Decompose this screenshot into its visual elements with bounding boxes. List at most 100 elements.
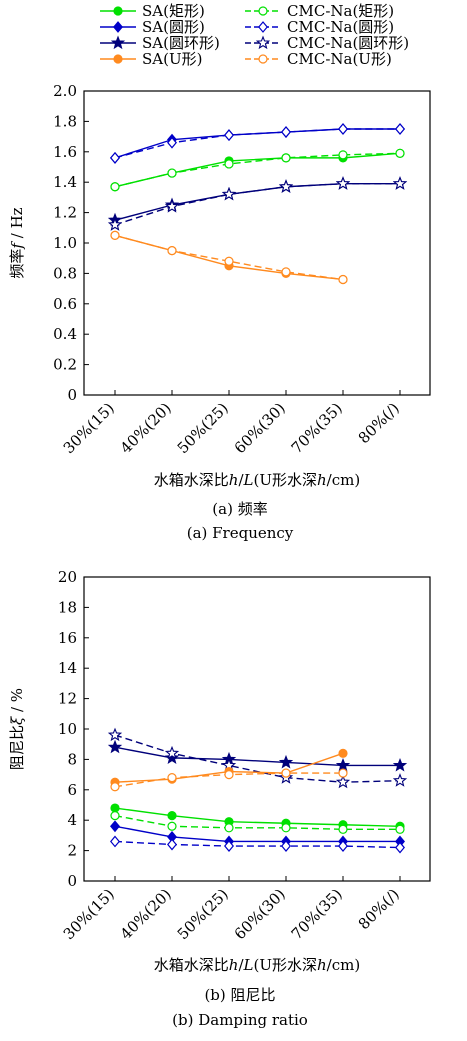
data-point [225,130,233,140]
data-point [168,840,176,850]
data-point [337,776,348,787]
legend-marker [259,55,267,63]
data-point [282,154,290,162]
data-point [396,843,404,853]
data-point [168,812,176,820]
series-line [115,153,400,186]
x-tick-label: 30%(15) [60,399,118,457]
data-point [282,824,290,832]
data-point [394,775,405,786]
legend-marker [114,22,122,32]
data-point [337,178,348,189]
data-point [225,824,233,832]
series-4 [109,741,405,770]
y-tick-label: 0.8 [53,264,77,282]
y-axis-label: 频率f / Hz [8,207,26,278]
series-line [115,841,400,847]
data-point [225,771,233,779]
series-line [115,735,400,782]
x-axis-label: 水箱水深比h/L(U形水深h/cm) [154,956,360,974]
caption-en: (a) Frequency [187,524,294,542]
legend-marker [114,55,122,63]
data-point [339,275,347,283]
series-line [115,747,400,765]
x-tick-label: 80%(/) [355,399,403,447]
data-point [168,822,176,830]
data-point [394,759,405,770]
data-point [282,769,290,777]
data-point [223,188,234,199]
data-point [168,247,176,255]
series-line [115,153,400,186]
legend-item: SA(U形) [100,50,202,68]
y-tick-label: 0.6 [53,295,77,313]
y-tick-label: 12 [58,690,77,708]
y-tick-label: 0.4 [53,325,77,343]
series-line [115,184,400,220]
caption-zh: (b) 阻尼比 [204,986,275,1004]
data-point [168,169,176,177]
legend-marker [114,7,122,15]
y-tick-label: 6 [67,781,77,799]
data-point [168,774,176,782]
series-line [115,184,400,225]
data-point [111,821,119,831]
series-line [115,808,400,826]
series-0 [111,149,404,190]
data-point [111,183,119,191]
caption-zh: (a) 频率 [212,500,267,518]
y-tick-label: 2 [67,842,77,860]
y-tick-label: 1.2 [53,204,77,222]
data-point [396,149,404,157]
y-tick-label: 14 [58,659,77,677]
data-point [225,160,233,168]
x-tick-label: 50%(25) [174,885,232,943]
legend-item: CMC-Na(U形) [245,50,392,68]
data-point [111,783,119,791]
x-axis-label: 水箱水深比h/L(U形水深h/cm) [154,471,360,489]
data-point [111,836,119,846]
data-point [111,231,119,239]
data-point [111,153,119,163]
data-point [339,769,347,777]
legend-marker [257,37,268,48]
x-tick-label: 40%(20) [117,399,175,457]
plot-frame [84,91,430,395]
y-tick-label: 1.0 [53,234,77,252]
data-point [111,812,119,820]
data-point [109,729,120,740]
x-tick-label: 80%(/) [355,885,403,933]
data-point [280,181,291,192]
legend: SA(矩形) CMC-Na(矩形) SA(圆形) CMC-Na(圆形) SA(圆环形) C… [100,2,409,68]
data-point [394,178,405,189]
data-point [225,257,233,265]
data-point [282,127,290,137]
series-0 [111,804,404,830]
data-point [280,756,291,767]
x-tick-label: 60%(30) [231,885,289,943]
data-point [396,825,404,833]
y-tick-label: 1.6 [53,143,77,161]
data-point [109,741,120,752]
y-tick-label: 8 [67,750,77,768]
y-tick-label: 0.2 [53,356,77,374]
x-tick-label: 60%(30) [231,399,289,457]
y-tick-label: 10 [58,720,77,738]
x-tick-label: 30%(15) [60,885,118,943]
series-4 [109,178,405,225]
y-tick-label: 18 [58,598,77,616]
data-point [396,124,404,134]
y-tick-label: 2.0 [53,82,77,100]
legend-label: CMC-Na(U形) [287,50,392,68]
data-point [339,825,347,833]
legend-label: SA(U形) [142,50,202,68]
data-point [111,804,119,812]
y-axis-label: 阻尼比ξ / % [8,688,26,770]
series-7 [111,231,347,283]
y-tick-label: 4 [67,811,77,829]
x-tick-label: 70%(35) [288,885,346,943]
plot-frame [84,577,430,881]
y-tick-label: 0 [67,872,77,890]
legend-marker [259,7,267,15]
